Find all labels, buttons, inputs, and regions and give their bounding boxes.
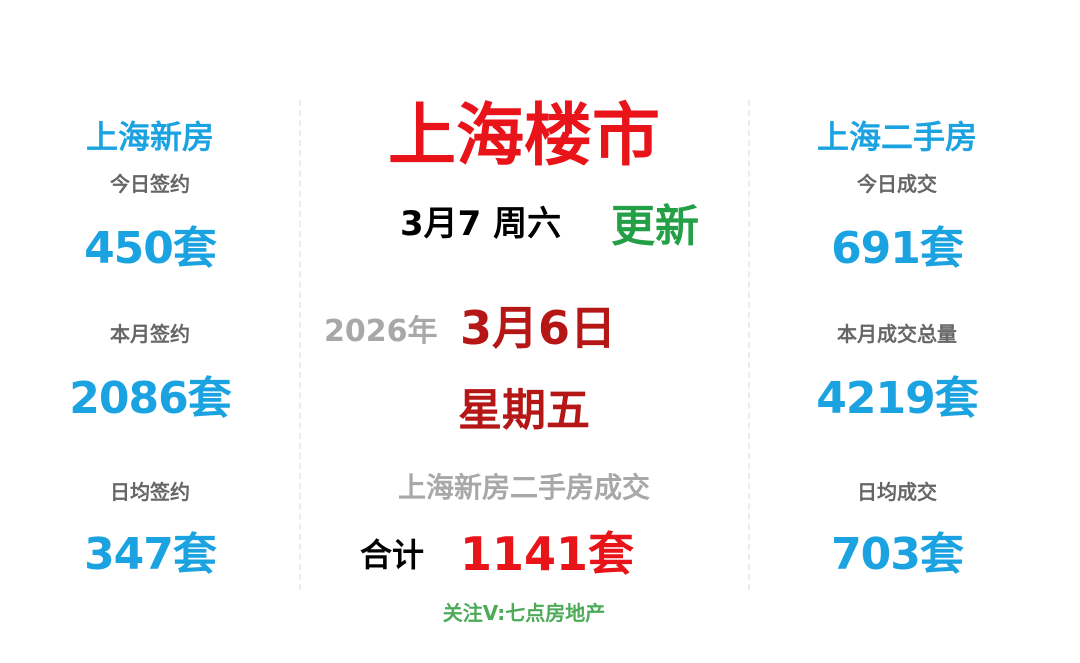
year-label: 2026年 xyxy=(324,314,438,349)
right-divider xyxy=(748,100,750,590)
combined-subtitle: 上海新房二手房成交 xyxy=(397,471,651,504)
weekday-label: 星期五 xyxy=(458,385,590,436)
month-deal-label: 本月成交总量 xyxy=(837,322,957,346)
month-deal-value: 4219套 xyxy=(816,373,978,424)
month-signed-label: 本月签约 xyxy=(110,322,190,346)
today-signed-value: 450套 xyxy=(84,223,217,274)
month-signed-value: 2086套 xyxy=(69,373,231,424)
daily-avg-deal-value: 703套 xyxy=(831,529,964,580)
market-title: 上海楼市 xyxy=(387,97,661,176)
new-house-title: 上海新房 xyxy=(85,118,214,156)
footer-follow: 关注V:七点房地产 xyxy=(442,601,606,625)
update-label: 更新 xyxy=(611,201,699,252)
total-value: 1141套 xyxy=(460,527,635,581)
left-divider xyxy=(299,100,301,590)
second-hand-title: 上海二手房 xyxy=(816,118,977,156)
today-deal-value: 691套 xyxy=(831,223,964,274)
daily-avg-signed-value: 347套 xyxy=(84,529,217,580)
daily-avg-deal-label: 日均成交 xyxy=(857,480,937,504)
daily-avg-signed-label: 日均签约 xyxy=(110,480,190,504)
update-date: 3月7 周六 xyxy=(400,204,562,244)
date-label: 3月6日 xyxy=(460,301,617,355)
today-deal-label: 今日成交 xyxy=(857,172,937,196)
total-label: 合计 xyxy=(360,536,425,574)
today-signed-label: 今日签约 xyxy=(110,172,190,196)
